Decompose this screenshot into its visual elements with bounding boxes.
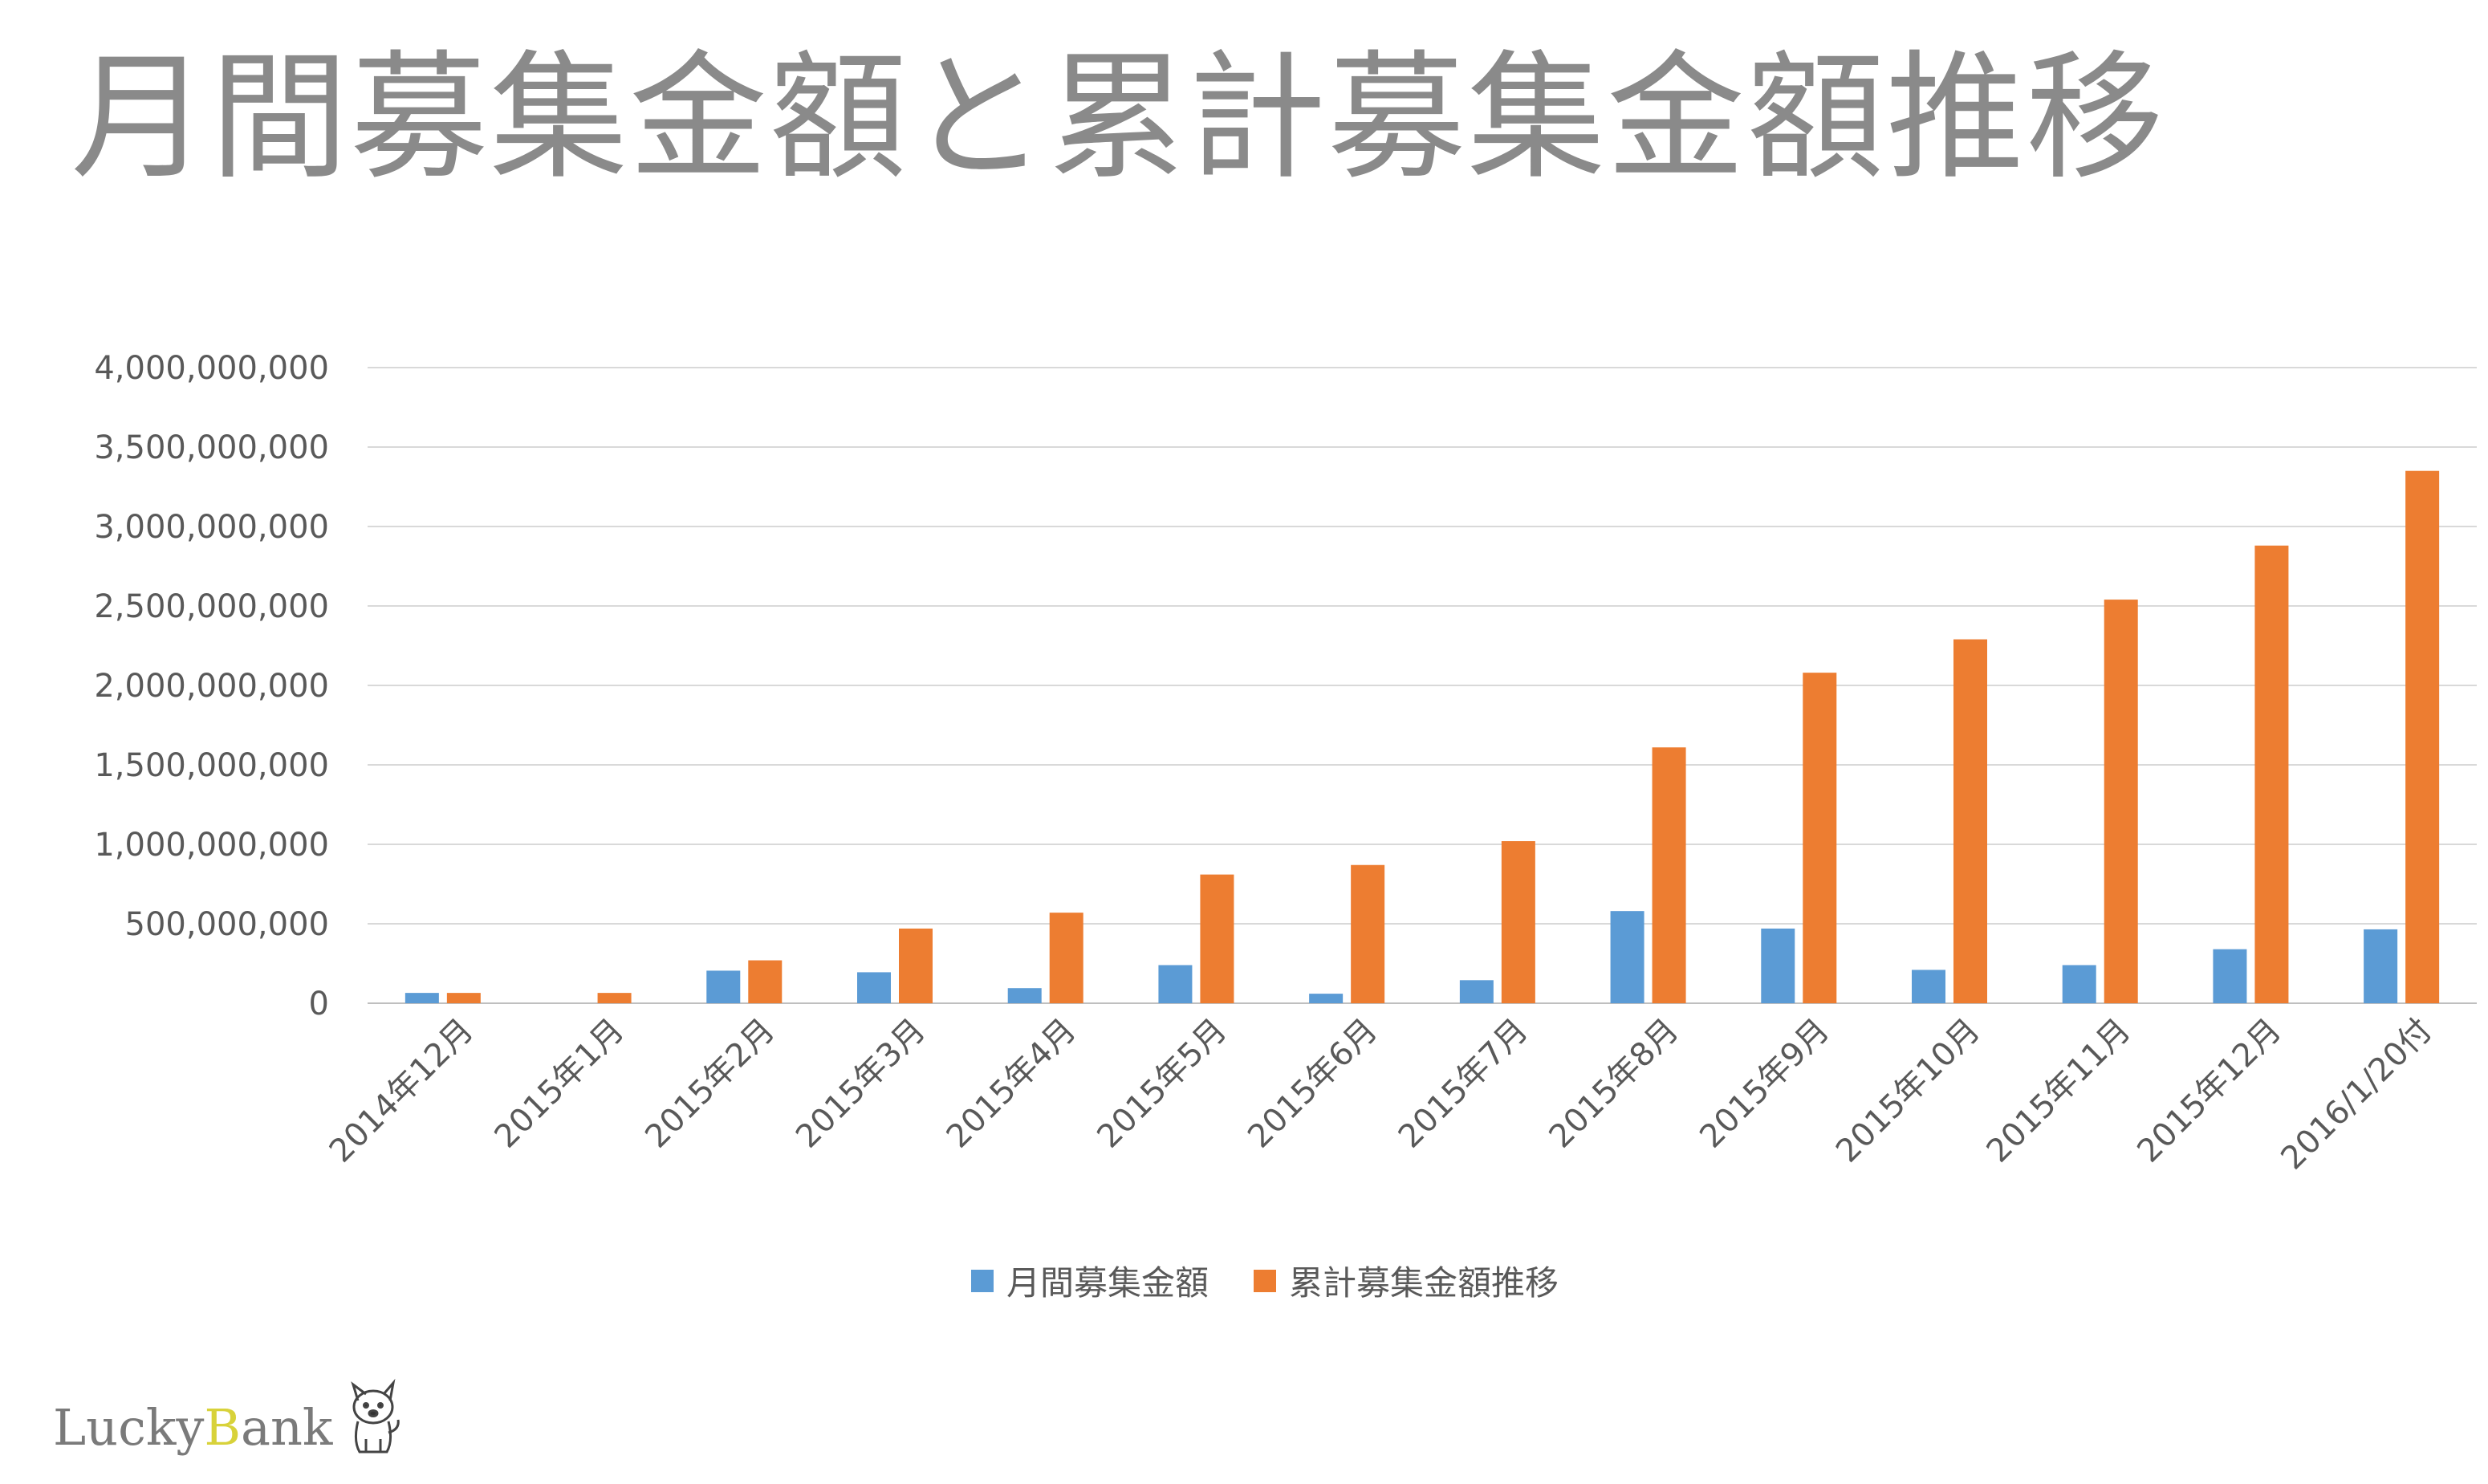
y-tick-label: 1,500,000,000 xyxy=(94,747,329,784)
bar-cumulative xyxy=(1803,673,1837,1003)
bar-cumulative xyxy=(2405,470,2440,1003)
legend-label-monthly: 月間募集金額 xyxy=(1006,1263,1209,1303)
y-tick-label: 3,500,000,000 xyxy=(94,429,329,466)
legend: 月間募集金額 累計募集金額推移 xyxy=(971,1256,1559,1305)
x-tick-label: 2015年1月 xyxy=(488,1012,632,1156)
bar-monthly xyxy=(2364,929,2398,1003)
legend-item-monthly: 月間募集金額 xyxy=(971,1256,1209,1305)
bar-monthly xyxy=(1158,965,1193,1003)
bar-monthly xyxy=(857,972,891,1003)
bar-monthly xyxy=(706,970,741,1003)
bar-cumulative xyxy=(1351,864,1385,1003)
logo-text-y: y xyxy=(176,1398,205,1457)
bar-monthly xyxy=(1761,928,1795,1003)
bars xyxy=(405,470,2440,1003)
legend-swatch-cumulative xyxy=(1254,1269,1277,1292)
x-tick-label: 2015年3月 xyxy=(789,1012,933,1156)
y-tick-label: 0 xyxy=(309,986,329,1023)
logo-text-luck: Luck xyxy=(53,1398,177,1457)
chart-title: 月間募集金額と累計募集金額推移 xyxy=(71,37,2165,198)
y-tick-label: 2,500,000,000 xyxy=(94,588,329,625)
bar-chart: 0 500,000,000 1,000,000,000 1,500,000,000 2,… xyxy=(94,350,2477,1177)
bar-monthly xyxy=(1309,994,1344,1003)
x-tick-label: 2015年2月 xyxy=(638,1012,782,1156)
bar-cumulative xyxy=(899,928,933,1003)
bar-cumulative xyxy=(1200,874,1234,1003)
bar-cumulative xyxy=(2254,545,2289,1003)
bar-monthly xyxy=(1912,970,1945,1003)
x-tick-label: 2014年12月 xyxy=(323,1012,481,1170)
logo-text-ank: ank xyxy=(241,1398,333,1457)
y-tick-label: 2,000,000,000 xyxy=(94,668,329,705)
y-axis: 0 500,000,000 1,000,000,000 1,500,000,000 2,… xyxy=(94,350,329,1023)
bar-monthly xyxy=(2213,949,2247,1003)
x-tick-label: 2015年4月 xyxy=(940,1012,1083,1156)
dog-mascot-icon xyxy=(351,1378,400,1454)
bar-monthly xyxy=(1007,988,1042,1003)
x-tick-label: 2015年12月 xyxy=(2130,1012,2288,1170)
bar-monthly xyxy=(405,993,439,1003)
bar-cumulative xyxy=(1652,747,1686,1003)
bar-cumulative xyxy=(1501,841,1535,1003)
bar-cumulative xyxy=(1049,913,1083,1003)
bar-monthly xyxy=(1610,911,1644,1003)
legend-item-cumulative: 累計募集金額推移 xyxy=(1254,1256,1559,1305)
x-tick-label: 2016/1/20付 xyxy=(2274,1012,2439,1177)
legend-label-cumulative: 累計募集金額推移 xyxy=(1289,1263,1559,1303)
bar-cumulative xyxy=(446,993,481,1003)
legend-swatch-monthly xyxy=(971,1269,994,1292)
x-tick-label: 2015年11月 xyxy=(1980,1012,2138,1170)
x-tick-label: 2015年10月 xyxy=(1829,1012,1987,1170)
y-tick-label: 4,000,000,000 xyxy=(94,350,329,387)
y-tick-label: 1,000,000,000 xyxy=(94,827,329,864)
y-tick-label: 3,000,000,000 xyxy=(94,509,329,546)
bar-cumulative xyxy=(2104,600,2138,1003)
x-axis: 2014年12月 2015年1月 2015年2月 2015年3月 2015年4月 2015… xyxy=(323,1012,2439,1177)
bar-monthly xyxy=(1459,980,1494,1003)
x-tick-label: 2015年6月 xyxy=(1241,1012,1384,1156)
bar-cumulative xyxy=(748,960,783,1003)
x-tick-label: 2015年9月 xyxy=(1693,1012,1836,1156)
x-tick-label: 2015年8月 xyxy=(1543,1012,1686,1156)
gridlines xyxy=(368,367,2477,1004)
lucky-bank-logo: Luck y B ank xyxy=(53,1376,405,1457)
x-tick-label: 2015年5月 xyxy=(1090,1012,1234,1156)
bar-cumulative xyxy=(597,993,632,1003)
logo-text-b: B xyxy=(204,1398,241,1457)
bar-cumulative xyxy=(1953,639,1987,1003)
y-tick-label: 500,000,000 xyxy=(125,906,329,943)
bar-monthly xyxy=(2062,965,2096,1003)
x-tick-label: 2015年7月 xyxy=(1392,1012,1535,1156)
